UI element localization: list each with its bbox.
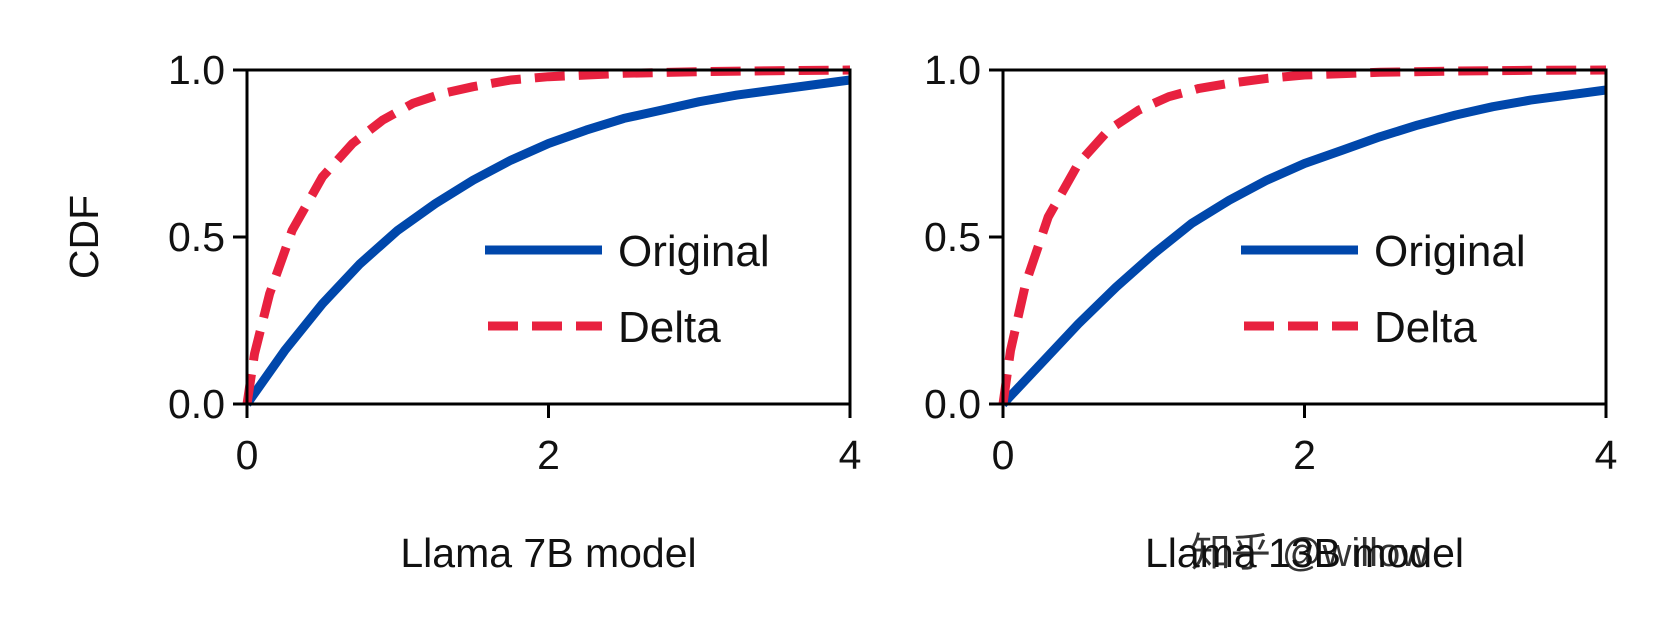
y-tick-label: 1.0: [168, 47, 225, 93]
x-tick-label: 0: [236, 432, 259, 478]
legend-label-delta: Delta: [618, 303, 721, 352]
panel-llama-13b: 0 2 4 0.0 0.5 1.0 Llama 13B model Original De…: [924, 47, 1617, 576]
y-tick-label: 0.5: [924, 214, 981, 260]
legend: Original Delta: [1241, 227, 1526, 352]
legend-label-delta: Delta: [1374, 303, 1477, 352]
tick-layer: 0 2 4 0.0 0.5 1.0: [924, 47, 1617, 478]
x-axis-title: Llama 13B model: [1145, 530, 1464, 576]
x-tick-label: 2: [1293, 432, 1316, 478]
y-tick-label: 1.0: [924, 47, 981, 93]
series-line-original: [243, 75, 851, 407]
series-layer: [242, 65, 851, 407]
x-tick-label: 4: [1595, 432, 1618, 478]
y-tick-label: 0.5: [168, 214, 225, 260]
legend-label-original: Original: [618, 227, 770, 276]
legend: Original Delta: [485, 227, 770, 352]
y-tick-label: 0.0: [168, 381, 225, 427]
x-axis-title: Llama 7B model: [400, 530, 696, 576]
series-line-delta: [998, 65, 1607, 405]
y-tick-label: 0.0: [924, 381, 981, 427]
series-line-delta: [242, 65, 851, 405]
series-layer: [998, 65, 1607, 408]
watermark-text: 知乎 @willow: [1191, 531, 1430, 575]
y-axis-title: CDF: [61, 195, 107, 279]
x-tick-label: 0: [992, 432, 1015, 478]
tick-layer: 0 2 4 0.0 0.5 1.0: [168, 47, 861, 478]
x-tick-label: 2: [537, 432, 560, 478]
legend-label-original: Original: [1374, 227, 1526, 276]
panel-llama-7b: 0 2 4 0.0 0.5 1.0 CDF Llama 7B model Original…: [61, 47, 861, 576]
series-line-original: [999, 85, 1607, 408]
x-tick-label: 4: [839, 432, 862, 478]
